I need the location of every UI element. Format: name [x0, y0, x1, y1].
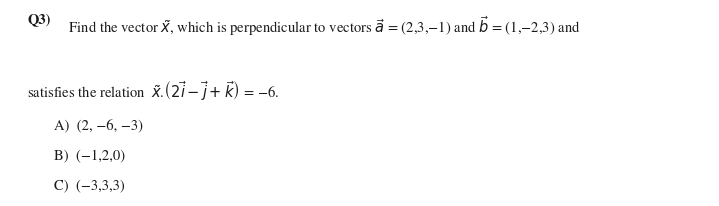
Text: A)  (2, −6, −3): A) (2, −6, −3): [54, 119, 143, 133]
Text: satisfies the relation  $\tilde{x}$.$\left(2\vec{i}-\vec{j}+\vec{k}\right)$ = −6: satisfies the relation $\tilde{x}$.$\lef…: [27, 79, 279, 103]
Text: Q3): Q3): [27, 14, 51, 28]
Text: C)  (−3,3,3): C) (−3,3,3): [54, 179, 124, 193]
Text: B)  (−1,2,0): B) (−1,2,0): [54, 149, 125, 163]
Text: Find the vector $\tilde{x}$, which is perpendicular to vectors $\vec{a}$ = (2,3,: Find the vector $\tilde{x}$, which is pe…: [65, 14, 580, 38]
